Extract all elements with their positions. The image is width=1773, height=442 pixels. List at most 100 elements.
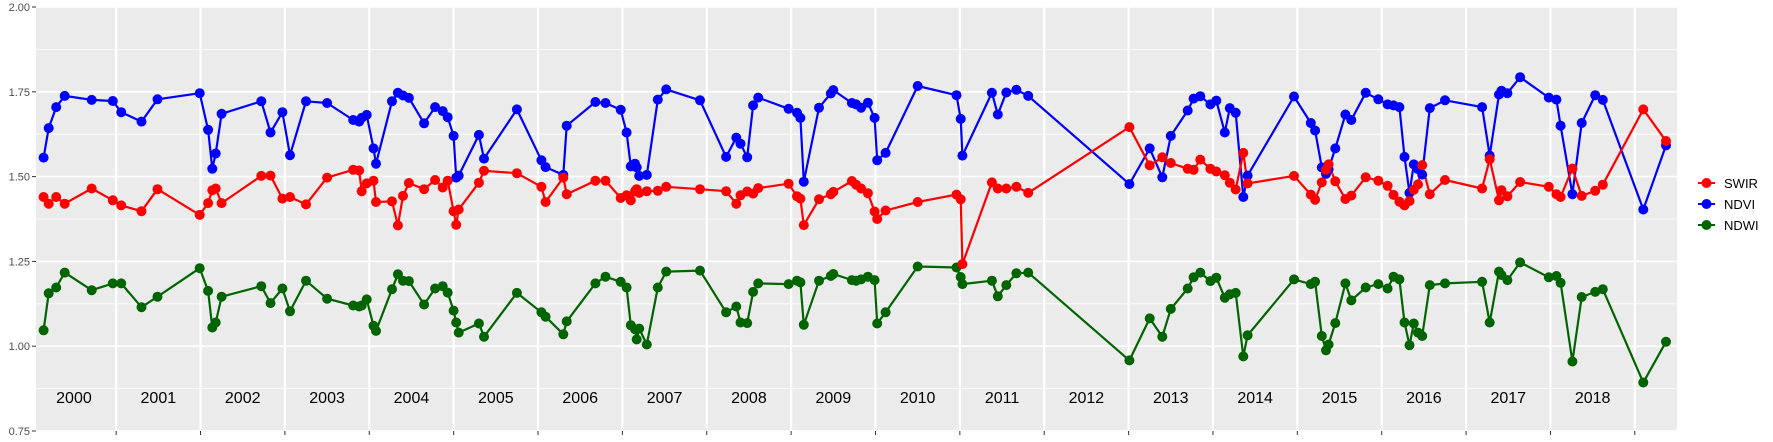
data-point-ndwi xyxy=(194,263,205,274)
data-point-swir xyxy=(1224,177,1235,188)
legend-item-ndvi: NDVI xyxy=(1698,197,1755,212)
data-point-ndvi xyxy=(955,113,966,124)
grid-layer xyxy=(36,6,1677,432)
data-point-swir xyxy=(301,199,311,210)
year-label: 2014 xyxy=(1237,390,1273,407)
data-point-ndwi xyxy=(1346,295,1357,306)
data-point-ndwi xyxy=(590,278,601,289)
data-point-ndvi xyxy=(207,163,218,174)
data-point-ndvi xyxy=(1144,143,1155,154)
data-point-swir xyxy=(256,170,267,181)
year-label: 2002 xyxy=(225,390,261,407)
data-point-ndvi xyxy=(1289,91,1299,102)
data-point-swir xyxy=(540,197,551,207)
data-point-swir xyxy=(1011,181,1022,192)
y-tick-label: 2.00 xyxy=(9,2,30,14)
data-point-ndwi xyxy=(880,307,891,318)
data-point-swir xyxy=(356,186,367,197)
data-point-ndvi xyxy=(621,127,632,138)
data-point-ndwi xyxy=(1230,287,1241,298)
data-point-ndwi xyxy=(1340,278,1351,289)
data-point-swir xyxy=(1417,160,1428,171)
data-point-ndwi xyxy=(1316,331,1327,341)
data-point-swir xyxy=(869,206,880,217)
data-point-ndvi xyxy=(107,96,118,106)
data-point-ndvi xyxy=(742,152,753,163)
data-point-ndvi xyxy=(453,170,464,181)
data-point-swir xyxy=(479,165,489,176)
data-point-ndvi xyxy=(511,104,522,115)
data-point-ndvi xyxy=(795,112,806,123)
data-point-swir xyxy=(203,198,214,209)
data-point-ndvi xyxy=(368,143,379,154)
data-point-ndvi xyxy=(600,98,611,108)
data-point-ndwi xyxy=(1373,279,1384,290)
data-point-ndwi xyxy=(1417,331,1428,341)
data-point-ndvi xyxy=(1182,105,1193,116)
data-point-swir xyxy=(1382,180,1393,191)
data-point-ndvi xyxy=(1219,127,1230,138)
data-point-swir xyxy=(695,184,705,195)
data-point-ndvi xyxy=(695,95,705,106)
data-point-ndvi xyxy=(152,94,163,105)
legend-swatch-point xyxy=(1701,178,1712,188)
data-point-ndvi xyxy=(59,90,70,101)
data-point-swir xyxy=(536,181,547,192)
data-point-swir xyxy=(1219,170,1230,181)
data-point-ndwi xyxy=(1360,282,1371,293)
data-point-ndwi xyxy=(453,327,464,338)
data-point-ndwi xyxy=(479,331,489,342)
data-point-ndvi xyxy=(387,96,397,107)
data-point-swir xyxy=(1404,196,1415,206)
data-point-ndwi xyxy=(631,334,642,345)
data-point-ndwi xyxy=(107,278,118,289)
data-point-swir xyxy=(1001,183,1012,194)
legend-label: SWIR xyxy=(1724,176,1758,191)
year-label: 2015 xyxy=(1322,390,1358,407)
data-point-ndwi xyxy=(872,318,883,329)
data-point-ndwi xyxy=(361,294,372,305)
data-point-swir xyxy=(1567,163,1578,174)
data-point-ndvi xyxy=(1011,84,1022,95)
data-point-ndvi xyxy=(51,102,62,113)
year-label: 2004 xyxy=(394,390,430,407)
data-point-ndwi xyxy=(1502,275,1513,286)
data-point-ndvi xyxy=(748,100,759,111)
data-point-ndvi xyxy=(957,150,968,161)
data-point-swir xyxy=(590,175,601,186)
year-label: 2003 xyxy=(309,390,345,407)
data-point-ndvi xyxy=(473,129,484,140)
data-point-ndvi xyxy=(203,124,214,135)
data-point-swir xyxy=(451,219,462,230)
data-point-swir xyxy=(862,188,873,199)
data-point-ndwi xyxy=(216,291,227,302)
data-point-ndvi xyxy=(419,118,430,129)
data-point-ndvi xyxy=(285,150,295,161)
data-point-ndvi xyxy=(1124,179,1135,190)
legend-swatch-point xyxy=(1701,199,1712,209)
data-point-swir xyxy=(277,193,288,204)
data-point-ndvi xyxy=(798,176,809,187)
data-point-ndvi xyxy=(86,94,97,105)
data-point-ndwi xyxy=(203,285,214,296)
data-point-ndwi xyxy=(277,283,288,294)
data-point-ndwi xyxy=(957,279,968,290)
data-point-swir xyxy=(1310,194,1321,205)
data-point-ndvi xyxy=(828,85,839,96)
year-label: 2005 xyxy=(478,390,514,407)
data-point-swir xyxy=(1388,189,1399,200)
data-point-ndwi xyxy=(621,282,632,293)
data-point-swir xyxy=(600,175,611,186)
y-tick-label: 1.75 xyxy=(9,87,30,99)
data-point-ndvi xyxy=(783,103,794,114)
data-point-swir xyxy=(403,178,414,188)
data-point-ndwi xyxy=(210,317,221,328)
data-point-swir xyxy=(59,198,70,209)
data-point-ndwi xyxy=(1001,280,1012,291)
data-point-ndwi xyxy=(473,318,484,329)
data-point-ndwi xyxy=(1182,283,1193,294)
data-point-ndvi xyxy=(1238,192,1249,202)
data-point-ndvi xyxy=(301,96,311,107)
year-label: 2000 xyxy=(56,390,92,407)
data-point-ndwi xyxy=(511,287,522,298)
